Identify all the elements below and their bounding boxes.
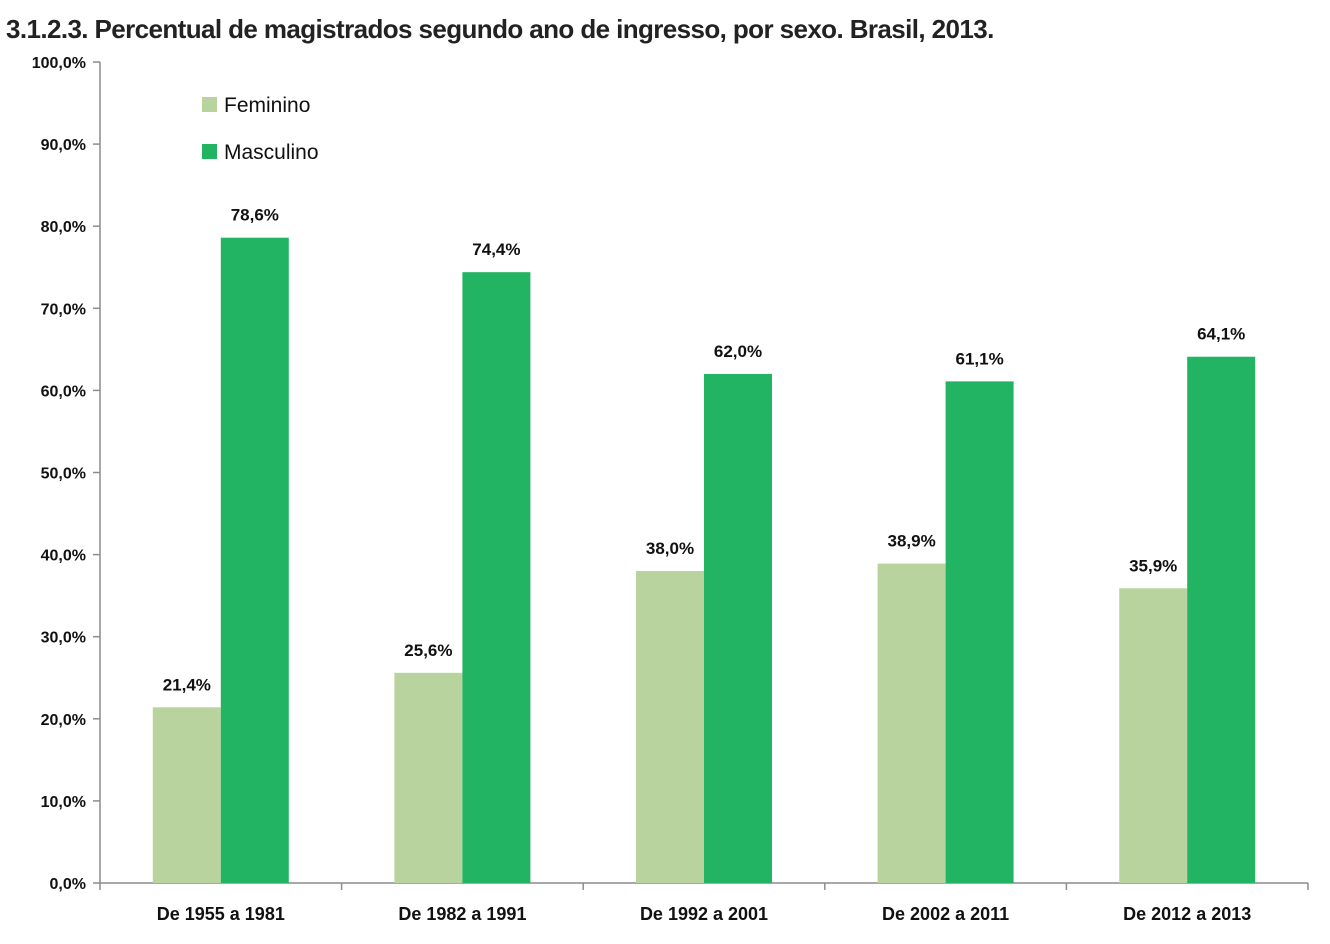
data-label-masculino: 64,1% (1197, 325, 1245, 344)
y-tick-label: 50,0% (41, 466, 86, 483)
bar-masculino (945, 381, 1014, 883)
chart-legend: Feminino Masculino (202, 94, 319, 164)
y-tick-label: 0,0% (50, 876, 86, 893)
y-tick-label: 20,0% (41, 712, 86, 729)
x-category-label: De 2002 a 2011 (882, 904, 1009, 924)
x-category-label: De 1992 a 2001 (640, 904, 768, 924)
y-tick-label: 70,0% (41, 301, 86, 318)
chart-title: 3.1.2.3. Percentual de magistrados segun… (6, 14, 994, 44)
legend-swatch-feminino (202, 97, 217, 112)
data-label-feminino: 25,6% (404, 641, 452, 660)
y-tick-label: 60,0% (41, 383, 86, 400)
data-label-feminino: 38,9% (887, 532, 935, 551)
y-tick-label: 30,0% (41, 630, 86, 647)
y-tick-label: 100,0% (32, 55, 86, 72)
bar-masculino (1187, 356, 1256, 883)
y-tick-label: 80,0% (41, 219, 86, 236)
data-label-feminino: 38,0% (646, 539, 694, 558)
y-tick-label: 90,0% (41, 137, 86, 154)
bar-feminino (394, 672, 463, 883)
legend-label-feminino: Feminino (224, 94, 310, 117)
data-label-masculino: 61,1% (955, 349, 1003, 368)
x-category-label: De 1955 a 1981 (157, 904, 285, 924)
chart-data-labels: 21,4% 78,6% 25,6% 74,4% 38,0% 62,0% 38,9% 61,1%… (163, 206, 1246, 695)
bar-feminino (152, 707, 221, 883)
data-label-feminino: 35,9% (1129, 556, 1177, 575)
data-label-masculino: 78,6% (231, 206, 279, 225)
chart-bars (152, 237, 1256, 884)
bar-feminino (1119, 588, 1188, 883)
x-category-label: De 2012 a 2013 (1123, 904, 1251, 924)
bar-masculino (704, 373, 772, 883)
legend-label-masculino: Masculino (224, 141, 319, 164)
y-tick-label: 10,0% (41, 794, 86, 811)
bar-feminino (636, 571, 704, 883)
data-label-masculino: 62,0% (714, 342, 762, 361)
data-label-feminino: 21,4% (163, 675, 211, 694)
x-category-label: De 1982 a 1991 (398, 904, 526, 924)
bar-feminino (877, 563, 946, 883)
y-tick-label: 40,0% (41, 548, 86, 565)
bar-masculino (462, 272, 531, 883)
legend-swatch-masculino (202, 144, 217, 159)
data-label-masculino: 74,4% (472, 240, 520, 259)
bar-masculino (220, 237, 289, 884)
